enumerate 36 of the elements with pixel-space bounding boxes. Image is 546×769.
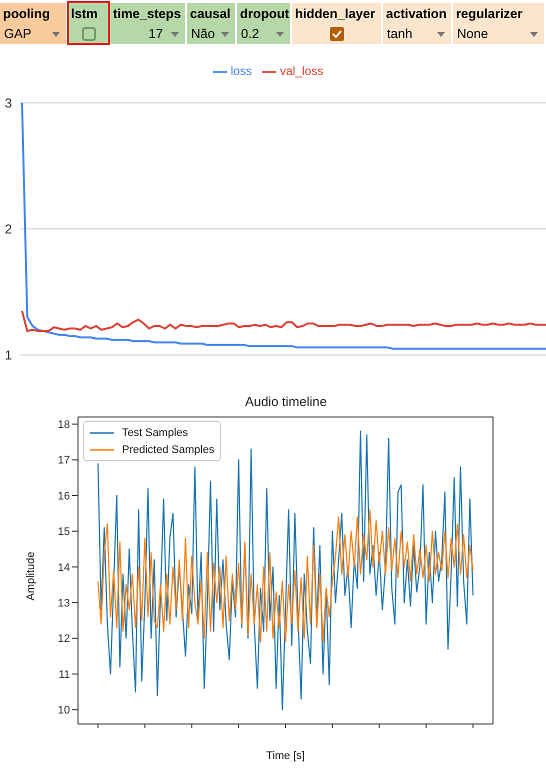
- chart-title: Audio timeline: [244, 394, 328, 409]
- legend-label: loss: [230, 64, 252, 78]
- line-series: [21, 102, 546, 350]
- y-tick-label: 15: [58, 526, 70, 538]
- category-label: regularizer: [453, 3, 545, 24]
- category-label: activation: [383, 3, 452, 24]
- legend-label: val_loss: [280, 64, 324, 78]
- line-series: [97, 509, 474, 642]
- legend-label: Test Samples: [121, 426, 190, 440]
- y-tick-label: 11: [58, 668, 70, 681]
- y-tick-label: 10: [58, 704, 70, 717]
- y-tick-label: 17: [58, 454, 70, 467]
- y-tick-label: 12: [58, 633, 70, 646]
- text: GAP: [0, 24, 67, 44]
- text: 17: [110, 24, 186, 44]
- category-label: time_steps: [110, 3, 186, 24]
- category-label: lstm: [68, 3, 109, 24]
- y-tick-label: 16: [58, 490, 70, 502]
- y-tick-label: 3: [4, 95, 12, 110]
- y-tick-label: 14: [58, 562, 70, 574]
- text: None: [453, 24, 545, 44]
- text: tanh: [383, 24, 452, 44]
- y-axis-title: Amplitude: [24, 552, 37, 600]
- category-label: pooling: [0, 3, 67, 24]
- x-axis-title: Time [s]: [266, 750, 305, 762]
- category-label: hidden_layer: [292, 3, 382, 24]
- y-tick-label: 18: [58, 419, 70, 432]
- category-label: dropout: [237, 3, 291, 24]
- category-label: causal: [187, 3, 236, 24]
- line-series: [21, 310, 546, 332]
- y-tick-label: 2: [4, 222, 12, 237]
- legend-label: Predicted Samples: [121, 442, 214, 458]
- text: 0.2: [237, 24, 291, 44]
- y-tick-label: 1: [4, 348, 12, 363]
- text: Não: [187, 24, 236, 44]
- y-tick-label: 13: [58, 598, 70, 610]
